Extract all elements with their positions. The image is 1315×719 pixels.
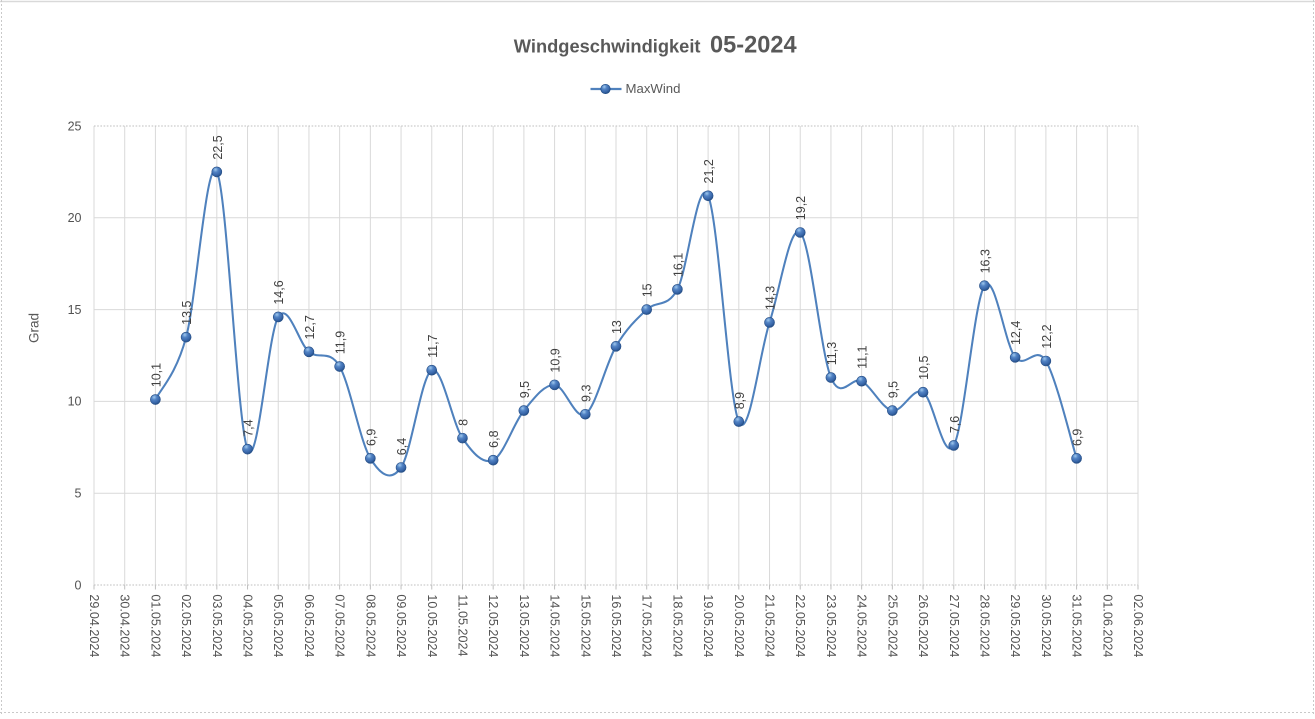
svg-text:21.05.2024: 21.05.2024 xyxy=(763,594,777,657)
svg-text:31.05.2024: 31.05.2024 xyxy=(1070,594,1084,657)
svg-text:7,4: 7,4 xyxy=(242,419,256,436)
svg-text:6,9: 6,9 xyxy=(1071,429,1085,446)
svg-text:07.05.2024: 07.05.2024 xyxy=(333,594,347,657)
svg-text:25.05.2024: 25.05.2024 xyxy=(885,594,899,657)
svg-text:11,1: 11,1 xyxy=(856,345,870,368)
svg-text:9,5: 9,5 xyxy=(518,381,532,398)
svg-text:15.05.2024: 15.05.2024 xyxy=(578,594,592,657)
svg-text:30.05.2024: 30.05.2024 xyxy=(1039,594,1053,657)
svg-text:29.05.2024: 29.05.2024 xyxy=(1008,594,1022,657)
svg-text:05-2024: 05-2024 xyxy=(710,33,797,59)
svg-text:13.05.2024: 13.05.2024 xyxy=(517,594,531,657)
svg-text:12,7: 12,7 xyxy=(303,315,317,339)
svg-text:22.05.2024: 22.05.2024 xyxy=(793,594,807,657)
svg-text:02.05.2024: 02.05.2024 xyxy=(179,594,193,657)
svg-text:11.05.2024: 11.05.2024 xyxy=(455,594,469,656)
svg-text:26.05.2024: 26.05.2024 xyxy=(916,594,930,657)
svg-text:6,9: 6,9 xyxy=(364,429,378,446)
svg-text:15: 15 xyxy=(68,303,82,317)
svg-text:11,7: 11,7 xyxy=(426,334,440,357)
svg-text:02.06.2024: 02.06.2024 xyxy=(1131,594,1145,657)
svg-text:9,3: 9,3 xyxy=(579,385,593,402)
svg-text:11,9: 11,9 xyxy=(334,331,348,354)
svg-text:25: 25 xyxy=(68,119,82,133)
svg-text:16,1: 16,1 xyxy=(671,253,685,277)
svg-text:13: 13 xyxy=(610,320,624,334)
svg-text:8: 8 xyxy=(456,419,470,426)
svg-text:12,2: 12,2 xyxy=(1040,324,1054,348)
svg-text:10: 10 xyxy=(68,395,82,409)
svg-text:14.05.2024: 14.05.2024 xyxy=(548,594,562,657)
svg-text:Windgeschwindigkeit: Windgeschwindigkeit xyxy=(514,36,701,57)
svg-text:10,5: 10,5 xyxy=(917,356,931,380)
svg-text:6,4: 6,4 xyxy=(395,438,409,455)
svg-text:18.05.2024: 18.05.2024 xyxy=(670,594,684,657)
svg-text:01.06.2024: 01.06.2024 xyxy=(1100,594,1114,657)
svg-text:17.05.2024: 17.05.2024 xyxy=(640,594,654,657)
svg-text:03.05.2024: 03.05.2024 xyxy=(210,594,224,657)
svg-text:06.05.2024: 06.05.2024 xyxy=(302,594,316,657)
svg-text:23.05.2024: 23.05.2024 xyxy=(824,594,838,657)
svg-text:24.05.2024: 24.05.2024 xyxy=(855,594,869,657)
svg-text:01.05.2024: 01.05.2024 xyxy=(148,594,162,657)
svg-text:13,5: 13,5 xyxy=(180,300,194,324)
svg-text:20: 20 xyxy=(68,211,82,225)
svg-text:9,5: 9,5 xyxy=(886,381,900,398)
svg-text:14,3: 14,3 xyxy=(764,286,778,310)
svg-text:08.05.2024: 08.05.2024 xyxy=(363,594,377,657)
svg-text:27.05.2024: 27.05.2024 xyxy=(947,594,961,657)
svg-text:28.05.2024: 28.05.2024 xyxy=(977,594,991,657)
svg-text:29.04.2024: 29.04.2024 xyxy=(87,594,101,657)
svg-text:5: 5 xyxy=(75,487,82,501)
svg-text:04.05.2024: 04.05.2024 xyxy=(241,594,255,657)
svg-text:7,6: 7,6 xyxy=(948,416,962,433)
svg-text:11,3: 11,3 xyxy=(825,342,839,365)
svg-text:12.05.2024: 12.05.2024 xyxy=(486,594,500,657)
svg-text:8,9: 8,9 xyxy=(733,392,747,409)
svg-text:10,1: 10,1 xyxy=(149,363,163,387)
svg-text:10.05.2024: 10.05.2024 xyxy=(425,594,439,657)
svg-text:21,2: 21,2 xyxy=(702,159,716,183)
svg-text:09.05.2024: 09.05.2024 xyxy=(394,594,408,657)
svg-text:19.05.2024: 19.05.2024 xyxy=(701,594,715,657)
svg-text:MaxWind: MaxWind xyxy=(626,81,681,96)
svg-text:15: 15 xyxy=(641,283,655,297)
svg-text:12,4: 12,4 xyxy=(1009,321,1023,345)
svg-text:19,2: 19,2 xyxy=(794,196,808,220)
svg-text:14,6: 14,6 xyxy=(272,280,286,304)
svg-text:6,8: 6,8 xyxy=(487,430,501,447)
svg-text:0: 0 xyxy=(75,578,82,592)
svg-text:22,5: 22,5 xyxy=(211,135,225,159)
svg-text:Grad: Grad xyxy=(27,313,42,343)
svg-text:16.05.2024: 16.05.2024 xyxy=(609,594,623,657)
svg-text:30.04.2024: 30.04.2024 xyxy=(118,594,132,657)
svg-text:16,3: 16,3 xyxy=(978,249,992,273)
svg-text:20.05.2024: 20.05.2024 xyxy=(732,594,746,657)
svg-text:05.05.2024: 05.05.2024 xyxy=(271,594,285,657)
svg-text:10,9: 10,9 xyxy=(549,348,563,372)
